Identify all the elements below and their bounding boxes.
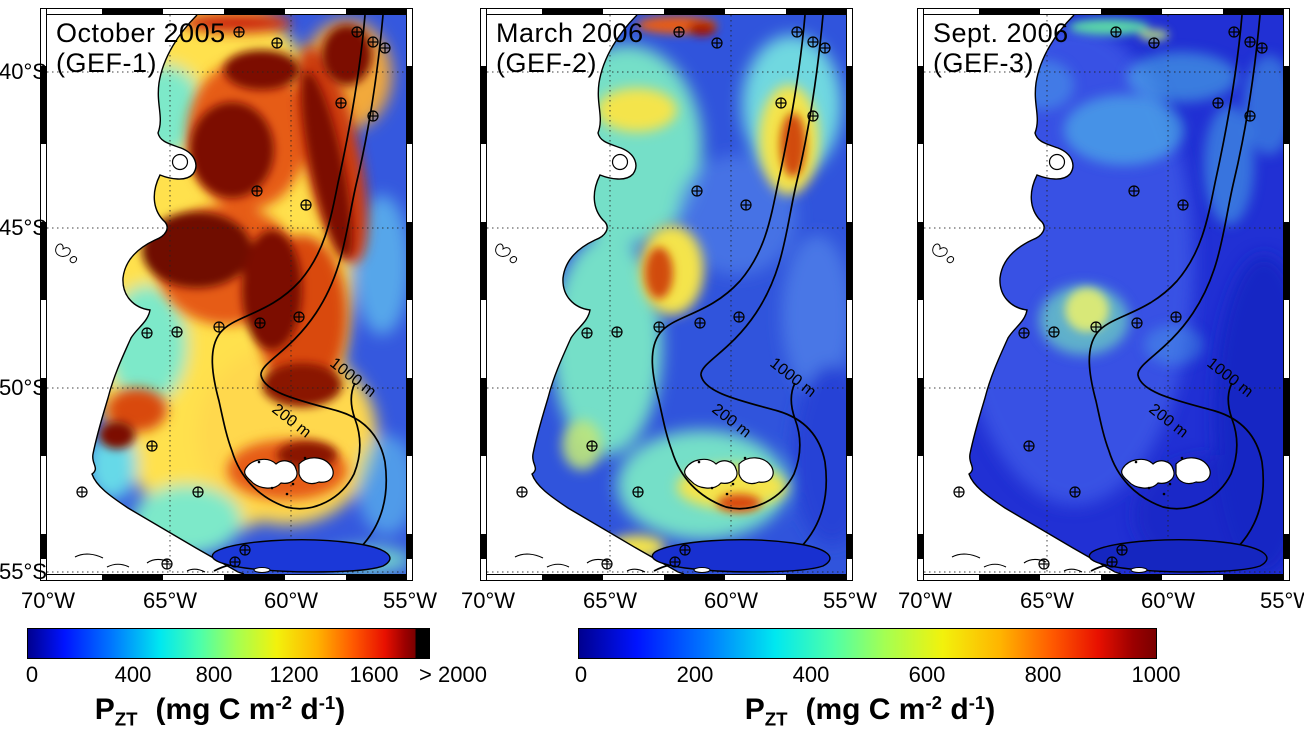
burdwood-bank-contour xyxy=(211,539,391,573)
units-exponent: -2 xyxy=(925,692,943,713)
units-exponent: -2 xyxy=(275,692,293,713)
colorbar-tick: 800 xyxy=(195,662,233,687)
colorbar-tick: > 2000 xyxy=(419,662,487,687)
map-panel-sept-2006: 1000 m 200 m Sept. 2006 (GEF-3) 70°W 65°… xyxy=(898,8,1304,613)
burdwood-bank-contour xyxy=(1088,539,1268,573)
colorbar-tick: 0 xyxy=(25,662,39,687)
lon-tick-label: 70°W xyxy=(460,588,516,613)
map-frame-bottom xyxy=(917,574,1290,581)
map-gef1: 1000 m 200 m xyxy=(47,15,406,574)
lon-tick-label: 65°W xyxy=(142,588,198,613)
quantity-subscript: ZT xyxy=(114,708,138,730)
lon-tick-label: 65°W xyxy=(1019,588,1075,613)
units-open: (mg C m xyxy=(155,693,276,727)
panel-title-line2: (GEF-3) xyxy=(933,48,1034,79)
panel-title-line1: Sept. 2006 xyxy=(933,18,1069,48)
map-frame-top xyxy=(480,8,853,15)
map-frame-right xyxy=(406,8,413,581)
ocean-data-maxima xyxy=(637,16,806,512)
panel-title-line2: (GEF-2) xyxy=(496,48,597,79)
quantity-symbol: P xyxy=(744,693,765,727)
map-frame-bottom xyxy=(40,574,413,581)
lon-tick-label: 70°W xyxy=(897,588,953,613)
colorbar-tick: 1200 xyxy=(269,662,319,687)
colorbar-tick: 200 xyxy=(676,662,714,687)
lon-tick-label: 55°W xyxy=(822,588,878,613)
lon-tick-label: 55°W xyxy=(382,588,438,613)
colorbar-tick: 0 xyxy=(574,662,588,687)
colorbar-caption-1: PZT (mg C m-2 d-1) xyxy=(60,692,380,731)
quantity-symbol: P xyxy=(94,693,115,727)
panel-title-line1: October 2005 xyxy=(56,18,226,48)
ocean-data-midrange xyxy=(1014,52,1283,365)
units-open: (mg C m xyxy=(805,693,926,727)
units-close: ) xyxy=(985,693,996,727)
panel-title-line2: (GEF-1) xyxy=(56,48,157,79)
units-mid: d xyxy=(942,693,969,727)
map-frame-left xyxy=(40,8,47,581)
map-panel-march-2006: 1000 m 200 m March 2006 (GEF-2) 70°W 65°… xyxy=(461,8,877,613)
panel-title-gef3: Sept. 2006 (GEF-3) xyxy=(933,18,1069,78)
panel-title-line1: March 2006 xyxy=(496,18,644,48)
colorbar-tick: 1600 xyxy=(349,662,399,687)
burdwood-bank-contour xyxy=(651,539,831,573)
lon-tick-label: 60°W xyxy=(703,588,759,613)
colorbar-caption-2: PZT (mg C m-2 d-1) xyxy=(700,692,1040,731)
lon-tick-label: 60°W xyxy=(263,588,319,613)
gulf-outline xyxy=(611,153,629,171)
units-exponent: -1 xyxy=(968,692,986,713)
quantity-subscript: ZT xyxy=(764,708,788,730)
map-frame-top xyxy=(40,8,413,15)
lon-tick-label: 65°W xyxy=(582,588,638,613)
lon-tick-label: 70°W xyxy=(20,588,76,613)
lat-tick-label: 45°S xyxy=(0,215,47,240)
map-panel-october-2005: 1000 m 200 m October 2005 (GEF-1) 40°S 4… xyxy=(0,8,437,613)
colorbar-tick: 800 xyxy=(1024,662,1062,687)
gulf-outline xyxy=(171,153,189,171)
units-exponent: -1 xyxy=(318,692,336,713)
gulf-outline xyxy=(1048,153,1066,171)
panel-title-gef1: October 2005 (GEF-1) xyxy=(56,18,226,78)
map-frame-right xyxy=(1283,8,1290,581)
map-frame-bottom xyxy=(480,574,853,581)
units-close: ) xyxy=(335,693,346,727)
map-gef3: 1000 m 200 m xyxy=(924,15,1283,574)
colorbar-gef2-gef3: 0 200 400 600 800 1000 xyxy=(575,628,1180,687)
lat-tick-label: 40°S xyxy=(0,59,47,84)
map-gef2: 1000 m 200 m xyxy=(487,15,846,574)
lat-tick-label: 55°S xyxy=(0,559,47,584)
map-frame-right xyxy=(846,8,853,581)
map-frame-left xyxy=(917,8,924,581)
colorbar-gef1: 0 400 800 1200 1600 > 2000 xyxy=(26,628,487,687)
units-mid: d xyxy=(292,693,319,727)
colorbar-tick: 400 xyxy=(792,662,830,687)
panel-title-gef2: March 2006 (GEF-2) xyxy=(496,18,644,78)
lon-tick-label: 55°W xyxy=(1259,588,1304,613)
colorbar-tick: 600 xyxy=(908,662,946,687)
colorbar-tick: 400 xyxy=(114,662,152,687)
map-frame-left xyxy=(480,8,487,581)
map-frame-top xyxy=(917,8,1290,15)
ocean-data-maxima xyxy=(1065,19,1169,332)
lon-tick-label: 60°W xyxy=(1140,588,1196,613)
colorbar-tick: 1000 xyxy=(1131,662,1181,687)
lat-tick-label: 50°S xyxy=(0,375,47,400)
